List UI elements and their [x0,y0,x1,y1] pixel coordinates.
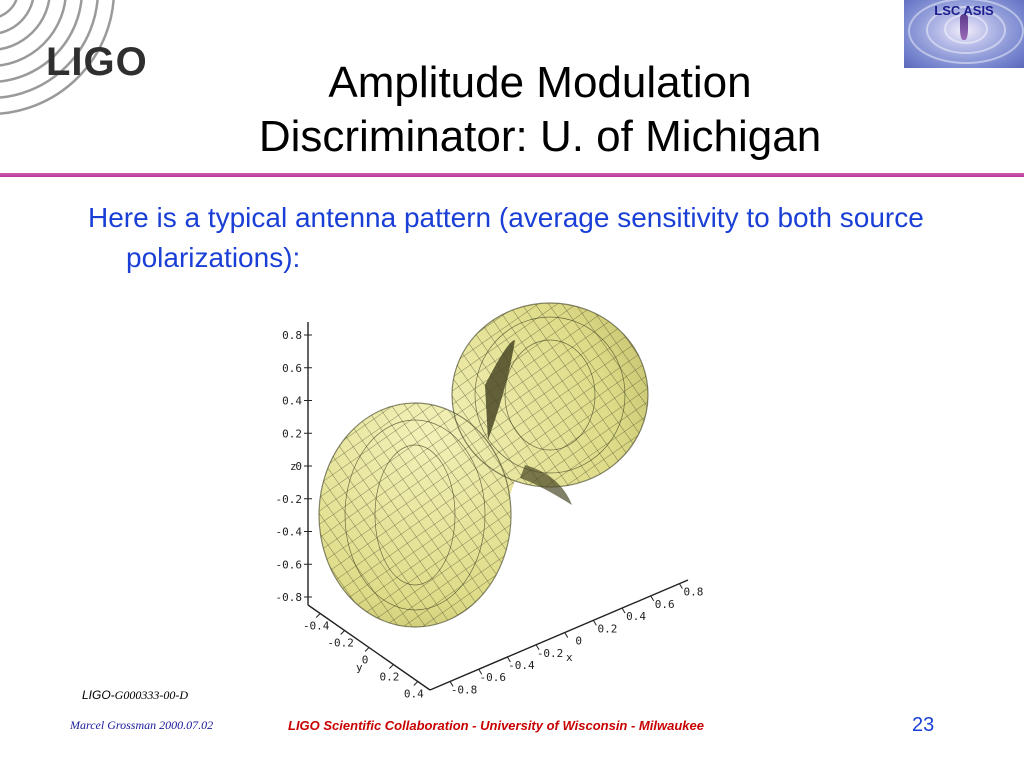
tick-label: -0.6 [276,558,303,571]
footer-collaboration: LIGO Scientific Collaboration - Universi… [288,718,704,733]
title-line-1: Amplitude Modulation [328,58,752,107]
logo-arcs-decoration [0,0,115,115]
footer-author-date: Marcel Grossman 2000.07.02 [70,718,214,732]
tick-label: 0.8 [683,586,703,599]
tick-mark [449,681,454,687]
tick-label: -0.2 [276,493,303,506]
page-number: 23 [912,714,935,736]
document-id: LIGO-G000333-00-D [82,688,188,703]
tick-mark [389,664,394,669]
x-axis-label: x [566,651,573,664]
bullet-text: Here is a typical antenna pattern (avera… [88,202,924,273]
ligo-logo: LIGO [46,40,148,84]
tick-mark [364,647,370,652]
y-axis-ticks: -0.4 -0.2 0 0.2 0.4 [303,613,424,701]
tick-mark [535,644,540,651]
tick-label: -0.4 [276,526,303,539]
tick-label: -0.6 [479,671,506,684]
tick-mark [506,656,511,663]
tick-label: -0.4 [508,659,535,672]
z-axis-ticks: 0.8 0.6 0.4 0.2 0 -0.2 -0.4 -0.6 -0.8 [276,329,312,604]
tick-label: 0.2 [597,622,617,635]
tick-label: -0.8 [451,683,478,696]
tick-label: 0.4 [404,688,424,701]
x-axis-ticks: 0.8 0.6 0.4 0.2 0 -0.2-0.4-0.6-0.8 [449,583,703,696]
tick-mark [564,632,569,638]
tick-label: -0.8 [276,591,303,604]
antenna-pattern-figure: 0.80.60.40.20-0.2-0.4-0.6-0.8 -0.4-0.200… [276,302,703,701]
tick-label: 0 [362,654,369,667]
tick-label: -0.4 [303,620,330,633]
tick-mark [650,595,655,602]
tick-mark [340,630,345,635]
tick-label: -0.2 [537,647,564,660]
tick-mark [413,681,419,686]
tick-mark [621,607,626,614]
badge-label: LSC ASIS [934,3,994,18]
tick-mark [592,620,597,626]
slide-title: Amplitude Modulation Discriminator: U. o… [120,56,960,164]
tick-label: 0 [575,635,582,648]
lsc-asis-badge: LSC ASIS [904,0,1024,68]
y-axis-label: y [356,661,363,674]
tick-label: -0.2 [327,637,354,650]
doc-id-prefix: LIGO- [82,688,115,702]
tick-label: 0.6 [655,598,675,611]
doc-id-code: G000333-00-D [114,688,188,702]
tick-label: 0.2 [282,427,302,440]
tick-mark [478,668,483,675]
tick-mark [315,613,321,618]
tick-label: 0.2 [379,671,399,684]
tick-label: 0.4 [282,395,302,408]
title-line-2: Discriminator: U. of Michigan [258,112,822,161]
wave-peak-icon [960,14,968,40]
tick-label: 0.6 [282,362,302,375]
tick-label: 0 [295,460,302,473]
tick-mark [678,583,683,589]
title-divider [0,173,1024,177]
z-axis-label: z [290,460,297,473]
tick-label: 0.8 [282,329,302,342]
tick-label: 0.4 [626,610,646,623]
